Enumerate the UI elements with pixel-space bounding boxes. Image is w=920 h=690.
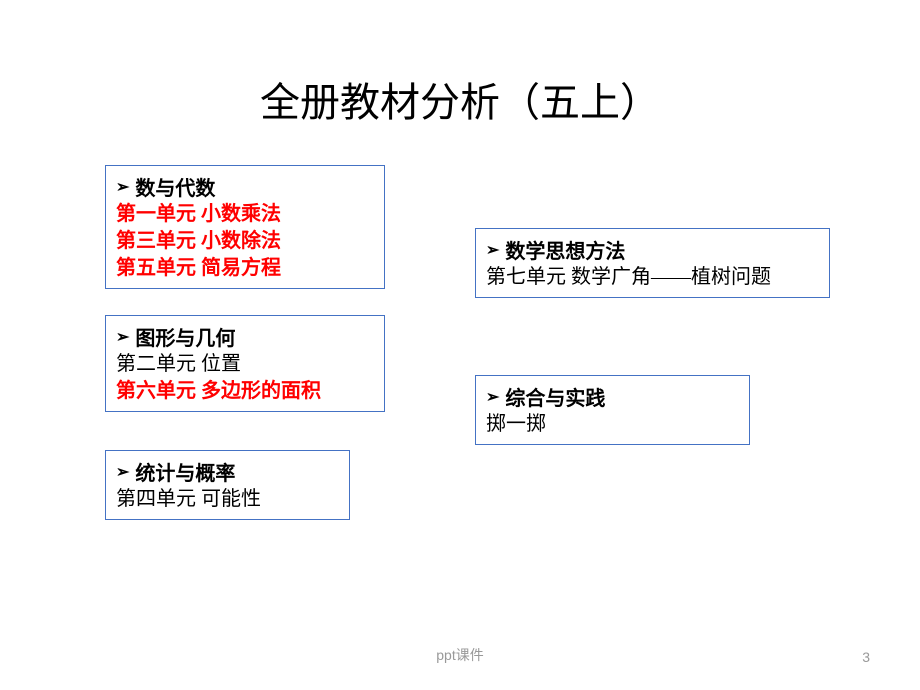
box-header: ➢ 数学思想方法	[486, 235, 819, 264]
footer-label: ppt课件	[436, 645, 483, 665]
chevron-right-icon: ➢	[116, 462, 129, 482]
box-header: ➢ 统计与概率	[116, 457, 339, 486]
box-line: 第四单元 可能性	[116, 486, 339, 513]
box-header-text: 数学思想方法	[505, 235, 625, 264]
box-header: ➢ 数与代数	[116, 172, 374, 201]
box-line: 第六单元 多边形的面积	[116, 378, 374, 405]
box-header: ➢ 综合与实践	[486, 382, 739, 411]
box-math-thinking: ➢ 数学思想方法 第七单元 数学广角——植树问题	[475, 228, 830, 298]
chevron-right-icon: ➢	[116, 327, 129, 347]
box-header-text: 数与代数	[135, 172, 215, 201]
box-comprehensive-practice: ➢ 综合与实践 掷一掷	[475, 375, 750, 445]
box-line: 第三单元 小数除法	[116, 228, 374, 255]
box-number-algebra: ➢ 数与代数 第一单元 小数乘法 第三单元 小数除法 第五单元 简易方程	[105, 165, 385, 289]
box-shape-geometry: ➢ 图形与几何 第二单元 位置 第六单元 多边形的面积	[105, 315, 385, 412]
box-line: 第五单元 简易方程	[116, 255, 374, 282]
box-line: 第一单元 小数乘法	[116, 201, 374, 228]
chevron-right-icon: ➢	[486, 387, 499, 407]
box-statistics-probability: ➢ 统计与概率 第四单元 可能性	[105, 450, 350, 520]
box-header-text: 统计与概率	[135, 457, 235, 486]
box-header-text: 综合与实践	[505, 382, 605, 411]
box-header-text: 图形与几何	[135, 322, 235, 351]
box-line: 掷一掷	[486, 411, 739, 438]
slide-title: 全册教材分析（五上）	[0, 0, 920, 128]
box-line: 第二单元 位置	[116, 351, 374, 378]
chevron-right-icon: ➢	[116, 177, 129, 197]
box-header: ➢ 图形与几何	[116, 322, 374, 351]
box-line: 第七单元 数学广角——植树问题	[486, 264, 819, 291]
page-number: 3	[862, 649, 870, 665]
chevron-right-icon: ➢	[486, 240, 499, 260]
